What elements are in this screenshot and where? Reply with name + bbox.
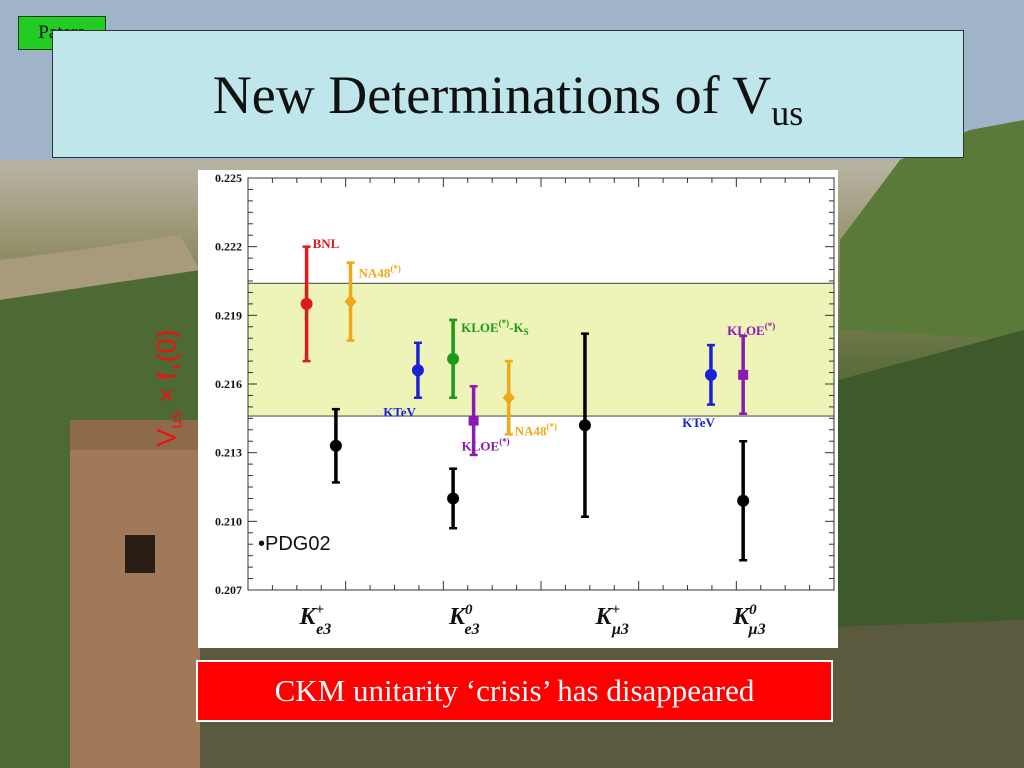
slide-title: New Determinations of Vus [212,65,803,133]
legend-pdg02: •PDG02 [258,533,331,555]
x-category-label: K+ μ3 [594,602,628,638]
data-point [738,369,749,380]
data-point [344,294,357,309]
data-point [329,439,342,452]
y-tick-label: 0.207 [215,583,242,597]
data-point [447,492,460,505]
data-point [447,352,460,365]
y-tick-label: 0.222 [215,240,242,254]
data-label: KLOE(*) [727,321,775,338]
y-tick-label: 0.225 [215,171,242,185]
x-category-label: K0 μ3 [732,602,765,638]
x-category-label: K0 e3 [448,602,480,638]
data-point [737,494,750,507]
y-tick-label: 0.219 [215,308,242,322]
x-category-sup: + [316,602,325,618]
data-label: KTeV [682,415,715,430]
data-label-sup: (*) [547,422,558,432]
data-point [502,390,515,405]
data-point [300,297,313,310]
conclusion-banner: CKM unitarity ‘crisis’ has disappeared [196,660,833,722]
data-label-suffix: -K [509,320,524,335]
data-label-sup: (*) [390,264,401,274]
x-category-sup: 0 [749,602,757,618]
x-category-sub: e3 [316,621,331,638]
data-point [704,368,717,381]
title-box: New Determinations of Vus [52,30,964,158]
data-label: KLOE(*) [462,437,510,454]
slide-title-subscript: us [771,93,804,133]
y-tick-label: 0.213 [215,446,242,460]
data-label-suffix-sub: S [524,327,529,337]
data-label-sup: (*) [499,318,510,328]
data-label: BNL [313,236,340,251]
data-point [411,364,424,377]
slide-title-main: New Determinations of V [212,65,772,125]
data-label: NA48(*) [359,264,401,281]
data-point [578,419,591,432]
x-category-sub: e3 [464,621,479,638]
data-label-sup: (*) [499,437,510,447]
y-tick-label: 0.216 [215,377,242,391]
x-category-label: K+ e3 [299,602,332,638]
x-category-sub: μ3 [748,621,766,638]
x-category-sup: 0 [465,602,473,618]
x-category-sub: μ3 [611,621,629,638]
data-label-sup: (*) [765,321,776,331]
data-label: NA48(*) [515,422,557,439]
y-tick-label: 0.210 [215,514,242,528]
x-category-sup: + [611,602,620,618]
conclusion-text: CKM unitarity ‘crisis’ has disappeared [274,673,755,708]
data-point [468,415,479,426]
unitarity-band [247,282,835,417]
data-label: KLOE(*)-KS [461,318,529,337]
data-label: KTeV [383,404,416,419]
chart-panel: 0.207 0.210 0.213 0.216 0.219 0.222 0.225 K+ e3 K… [198,170,838,648]
